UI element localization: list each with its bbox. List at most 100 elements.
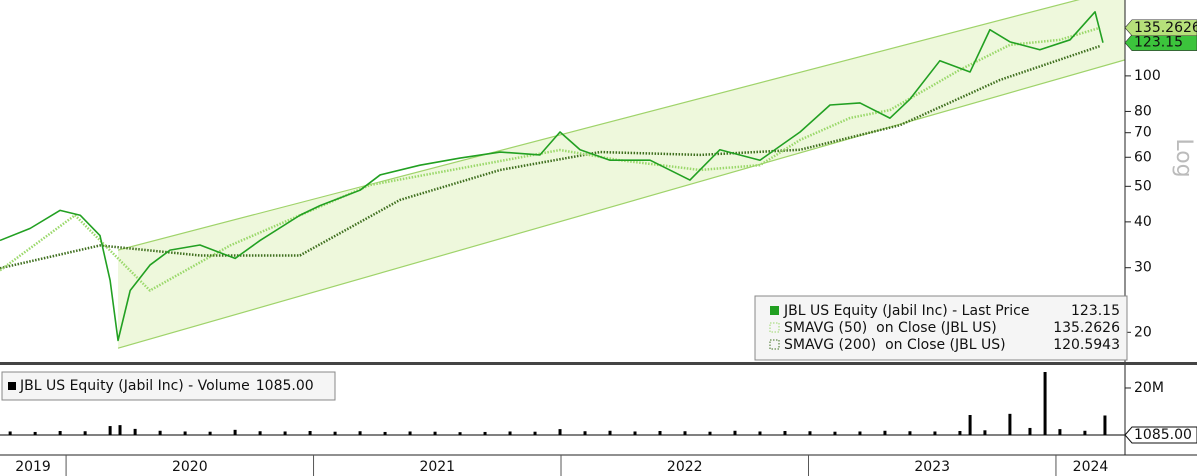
volume-bar — [108, 426, 112, 435]
series-line — [0, 26, 1101, 292]
volume-bar — [33, 431, 37, 435]
series-line — [0, 44, 1101, 270]
volume-bar — [658, 431, 662, 435]
volume-bar — [858, 431, 862, 435]
scale-label: Log — [1171, 138, 1196, 177]
volume-bar — [1043, 371, 1047, 435]
tag-label: 135.2626 — [1134, 20, 1197, 36]
x-tick-label: 2021 — [419, 459, 455, 475]
legend-swatch — [770, 306, 779, 315]
x-tick-label: 2023 — [914, 459, 950, 475]
volume-bar — [283, 431, 287, 435]
tag-label: 1085.00 — [1134, 427, 1192, 443]
volume-bar — [208, 431, 212, 435]
volume-bar — [83, 431, 87, 435]
volume-bar — [508, 431, 512, 435]
volume-bar — [308, 431, 312, 435]
volume-bar — [633, 431, 637, 435]
series-line — [0, 11, 1104, 342]
legend-box — [754, 295, 1128, 361]
volume-tick-label: 20M — [1134, 380, 1164, 396]
legend-label: SMAVG (50) on Close (JBL US) — [784, 320, 997, 336]
volume-bar — [883, 430, 887, 435]
tag-shape — [1124, 426, 1197, 444]
legend-label: SMAVG (200) on Close (JBL US) — [784, 337, 1006, 353]
y-tick-label: 50 — [1134, 178, 1152, 194]
volume-bar — [958, 431, 962, 435]
volume-bar — [1008, 413, 1012, 435]
volume-bar — [1103, 415, 1107, 435]
volume-bar — [1028, 427, 1032, 435]
legend-swatch — [8, 382, 16, 390]
y-tick-label: 80 — [1134, 103, 1152, 119]
volume-bar — [333, 431, 337, 435]
volume-bar — [433, 431, 437, 435]
tag-shape — [1124, 19, 1197, 37]
y-tick-label: 60 — [1134, 149, 1152, 165]
volume-bar — [133, 428, 137, 435]
volume-bar — [533, 431, 537, 435]
volume-bar — [483, 431, 487, 435]
volume-tag: 1085.00 — [1124, 426, 1197, 444]
legend-box — [1, 371, 336, 401]
volume-bar — [733, 430, 737, 435]
tag-shape — [1124, 34, 1197, 52]
volume-bar — [583, 431, 587, 435]
volume-bar — [408, 431, 412, 435]
volume-bar — [8, 431, 12, 435]
volume-bar — [808, 431, 812, 435]
volume-bar — [758, 431, 762, 435]
last-value-tag: 135.2626 — [1124, 19, 1197, 37]
volume-bar — [833, 431, 837, 435]
volume-bar — [933, 431, 937, 435]
volume-bar — [968, 415, 972, 435]
y-tick-label: 30 — [1134, 260, 1152, 276]
volume-bar — [58, 431, 62, 435]
legend-label: JBL US Equity (Jabil Inc) - Volume — [19, 378, 250, 394]
legend-value: 123.15 — [1071, 303, 1120, 319]
legend-value: 120.5943 — [1053, 337, 1120, 353]
volume-bar — [683, 431, 687, 435]
volume-bar — [183, 431, 187, 435]
legend-swatch — [769, 339, 780, 350]
legend: JBL US Equity (Jabil Inc) - Last Price 12… — [754, 295, 1128, 361]
legend-value: 135.2626 — [1053, 320, 1120, 336]
volume-bar — [558, 429, 562, 435]
volume-bar — [158, 430, 162, 435]
volume-bar — [708, 431, 712, 435]
volume-bar — [383, 431, 387, 435]
y-tick-label: 100 — [1134, 68, 1161, 84]
last-value-tag: 123.15 — [1124, 34, 1197, 52]
channel-line — [117, 59, 1125, 349]
y-tick-label: 20 — [1134, 324, 1152, 340]
volume-bar — [1083, 430, 1087, 435]
legend-swatch — [769, 322, 780, 333]
x-tick-label: 2024 — [1073, 459, 1109, 475]
x-tick-label: 2022 — [667, 459, 703, 475]
price-panel — [0, 0, 1125, 349]
volume-bar — [608, 430, 612, 435]
x-tick-label: 2019 — [15, 459, 51, 475]
volume-legend: JBL US Equity (Jabil Inc) - Volume 1085.0… — [1, 371, 336, 401]
y-tick-label: 70 — [1134, 125, 1152, 141]
y-tick-label: 40 — [1134, 214, 1152, 230]
legend-label: JBL US Equity (Jabil Inc) - Last Price — [783, 303, 1029, 319]
volume-bar — [783, 431, 787, 435]
volume-bar — [458, 432, 462, 435]
volume-bar — [258, 431, 262, 435]
channel-fill — [118, 0, 1125, 349]
x-tick-label: 2020 — [172, 459, 208, 475]
panel-separator — [0, 362, 1197, 365]
tag-label: 123.15 — [1134, 35, 1183, 51]
volume-bar — [983, 430, 987, 435]
legend-value: 1085.00 — [256, 378, 314, 394]
volume-bar — [233, 429, 237, 435]
volume-bar — [118, 425, 122, 435]
volume-bar — [908, 431, 912, 435]
channel-line — [117, 0, 1080, 251]
volume-bar — [358, 431, 362, 435]
volume-bar — [1058, 429, 1062, 435]
